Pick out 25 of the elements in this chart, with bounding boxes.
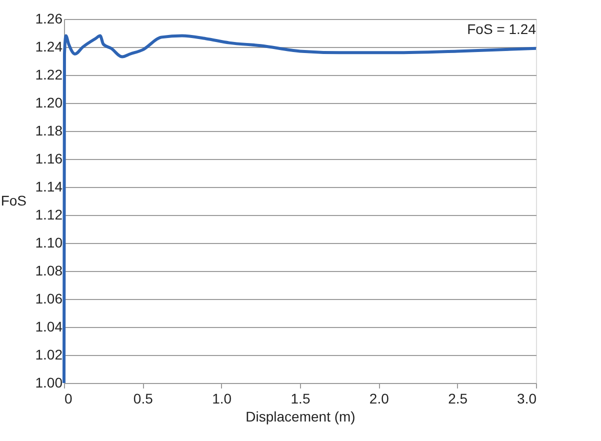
x-tick-label: 2.5 [448, 390, 468, 406]
y-tick-label: 1.24 [35, 38, 63, 54]
y-tick-label: 1.14 [35, 178, 63, 194]
y-tick-label: 1.00 [35, 374, 63, 390]
x-tick-label: 1.5 [290, 390, 310, 406]
annotation: FoS = 1.24 [467, 21, 536, 37]
x-tick-label: 3.0 [517, 390, 537, 406]
x-axis-title: Displacement (m) [246, 408, 356, 424]
y-tick-label: 1.04 [35, 318, 63, 334]
y-tick-label: 1.06 [35, 290, 63, 306]
y-tick-label: 1.02 [35, 346, 63, 362]
line-series [62, 34, 538, 384]
x-tick-label: 0.5 [133, 390, 154, 406]
y-tick-label: 1.22 [35, 66, 63, 82]
y-tick-label: 1.18 [35, 122, 63, 138]
y-tick-label: 1.20 [35, 94, 63, 110]
y-tick-label: 1.12 [35, 206, 63, 222]
y-tick-label: 1.26 [35, 10, 63, 26]
x-tick-label: 1.0 [212, 390, 232, 406]
y-axis-title: FoS [0, 192, 26, 208]
x-tick-label: 0 [64, 390, 72, 406]
y-tick-label: 1.10 [35, 234, 63, 250]
y-tick-label: 1.16 [35, 150, 63, 166]
x-tick-label: 2.0 [369, 390, 390, 406]
y-tick-label: 1.08 [35, 262, 63, 278]
